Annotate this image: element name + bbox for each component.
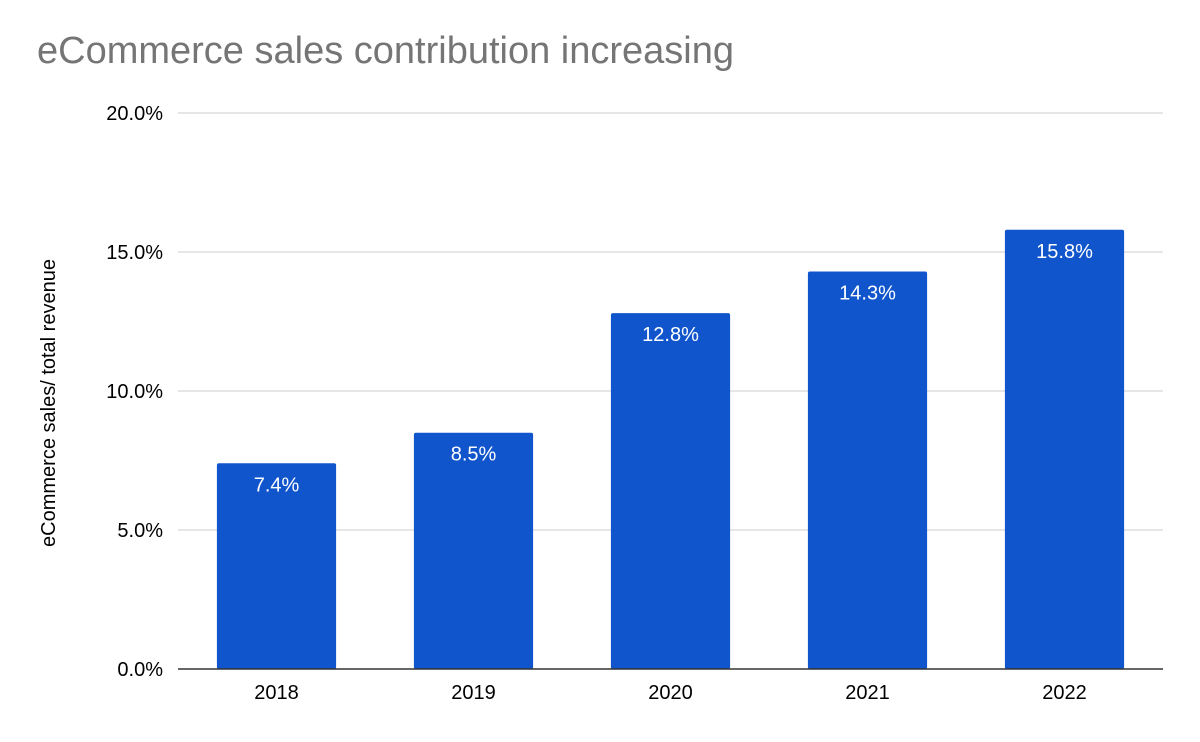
bar	[216, 463, 337, 669]
y-tick-label: 10.0%	[106, 381, 163, 403]
bar-value-label: 8.5%	[451, 444, 497, 466]
y-tick-label: 15.0%	[106, 242, 163, 264]
x-tick-label: 2022	[1042, 682, 1087, 704]
bar-value-label: 12.8%	[642, 324, 699, 346]
data-labels: 7.4% 8.5% 12.8% 14.3% 15.8%	[254, 241, 1093, 497]
bar	[807, 271, 928, 669]
bars	[216, 229, 1125, 669]
x-tick-label: 2019	[451, 682, 496, 704]
bar-value-label: 14.3%	[839, 282, 896, 304]
y-tick-label: 20.0%	[106, 103, 163, 125]
bar-value-label: 15.8%	[1036, 241, 1093, 263]
chart-title: eCommerce sales contribution increasing	[37, 30, 734, 72]
x-tick-label: 2018	[254, 682, 299, 704]
y-tick-label: 0.0%	[117, 659, 163, 681]
y-axis-ticks: 0.0% 5.0% 10.0% 15.0% 20.0%	[106, 103, 163, 681]
bar	[610, 313, 731, 669]
bar	[413, 432, 534, 669]
y-tick-label: 5.0%	[117, 520, 163, 542]
y-axis-title: eCommerce sales/ total revenue	[38, 259, 60, 547]
x-axis-ticks: 2018 2019 2020 2021 2022	[254, 682, 1087, 704]
bar-value-label: 7.4%	[254, 474, 300, 496]
x-tick-label: 2021	[845, 682, 890, 704]
bar	[1004, 229, 1125, 669]
x-tick-label: 2020	[648, 682, 693, 704]
